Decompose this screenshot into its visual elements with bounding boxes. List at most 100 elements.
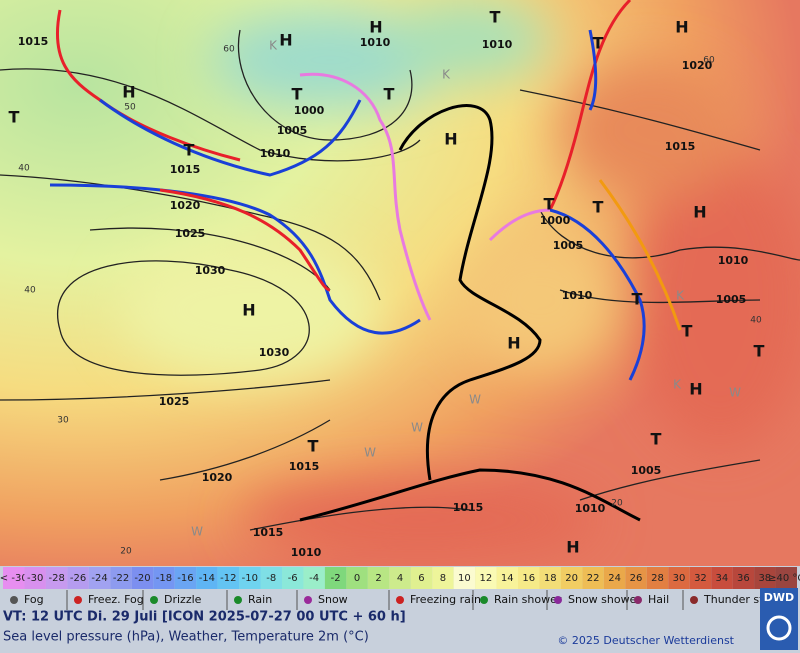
pressure-center: H [444,130,457,149]
scale-cell [196,567,218,589]
isobar-label: 1005 [277,124,308,137]
scale-label: -22 [113,573,129,584]
scale-label: -20 [134,573,150,584]
scale-cell [582,567,604,589]
scale-label: 14 [501,573,514,584]
isobar-label: 1020 [170,199,201,212]
pressure-center: T [632,290,643,309]
scale-cell [174,567,197,589]
scale-cell [67,567,89,589]
pressure-center: T [292,85,303,104]
scale-cell [45,567,68,589]
grid-temperature: 20 [611,499,623,509]
copyright: © 2025 Deutscher Wetterdienst [557,634,734,647]
grid-temperature: 40 [24,286,36,296]
weather-icon [634,596,642,604]
subtitle: Sea level pressure (hPa), Weather, Tempe… [3,630,369,645]
scale-label: 26 [630,573,643,584]
scale-label: 12 [479,573,492,584]
isobar-label: 1010 [360,36,391,49]
weather-icon [150,596,158,604]
scale-cell [475,567,497,589]
isobar-label: 1005 [553,239,584,252]
valid-time: VT: 12 UTC Di. 29 Juli [ICON 2025-07-27 … [3,610,406,625]
isobar-label: 1000 [294,104,325,117]
pressure-center: H [675,18,688,37]
scale-cell [281,567,304,589]
scale-label: -12 [220,573,236,584]
logo-icon [766,615,792,641]
isobar-label: 1010 [482,38,513,51]
scale-cell [410,567,433,589]
air-mass: W [469,393,481,407]
scale-cell [539,567,561,589]
air-mass: W [411,421,423,435]
scale-label: -28 [48,573,64,584]
scale-label: -8 [266,573,276,584]
pressure-center: T [754,342,765,361]
weather-label: Snow shower [568,593,641,606]
weather-label: Hail [648,593,669,606]
pressure-center: T [384,85,395,104]
scale-cell [24,567,46,589]
pressure-center: H [566,538,579,557]
isobar-label: 1015 [18,35,49,48]
scale-label: -10 [242,573,258,584]
scale-label: 28 [651,573,664,584]
scale-cell [646,567,669,589]
pressure-center: H [122,83,135,102]
grid-temperature: 20 [120,547,132,557]
scale-label: 38 [758,573,771,584]
scale-label: -26 [70,573,86,584]
scale-label: 36 [737,573,750,584]
pressure-center: H [242,301,255,320]
weather-icon [690,596,698,604]
isobar-label: 1015 [170,163,201,176]
scale-label: -4 [309,573,319,584]
fronts [49,0,682,381]
scale-label: 22 [587,573,600,584]
scale-cell [153,567,175,589]
isobar-label: 1010 [291,546,322,559]
scale-cell [88,567,111,589]
pressure-center: H [369,18,382,37]
air-mass: W [191,525,203,539]
grid-temperature: 60 [703,56,715,66]
scale-cell [260,567,282,589]
scale-label: 24 [608,573,621,584]
weather-icon [554,596,562,604]
scale-cell [775,567,797,589]
weather-icon [396,596,404,604]
isobar-label: 1025 [175,227,206,240]
scale-label: 32 [694,573,707,584]
scale-label: 18 [544,573,557,584]
scale-cell [732,567,755,589]
pressure-center: H [693,203,706,222]
temperature-blobs [120,0,800,560]
scale-cell [239,567,261,589]
scale-label: -30 [27,573,43,584]
pressure-center: T [593,34,604,53]
isobar-label: 1025 [159,395,190,408]
scale-cell [518,567,540,589]
weather-icon [304,596,312,604]
air-mass: K [673,378,682,392]
weather-icon [480,596,488,604]
scale-label: 20 [565,573,578,584]
scale-label: 8 [440,573,446,584]
isobar-label: 1015 [289,460,320,473]
isobar-label: 1020 [682,59,713,72]
scale-label: 10 [458,573,471,584]
pressure-center: T [490,8,501,27]
scale-cell [453,567,476,589]
scale-cell [711,567,733,589]
weather-label: Rain [248,593,272,606]
scale-label: < -30 [0,573,28,584]
grid-temperature: 30 [57,416,69,426]
isobar-label: 1005 [631,464,662,477]
isobar-label: 1005 [716,293,747,306]
scale-label: -16 [177,573,193,584]
pressure-center: T [651,430,662,449]
